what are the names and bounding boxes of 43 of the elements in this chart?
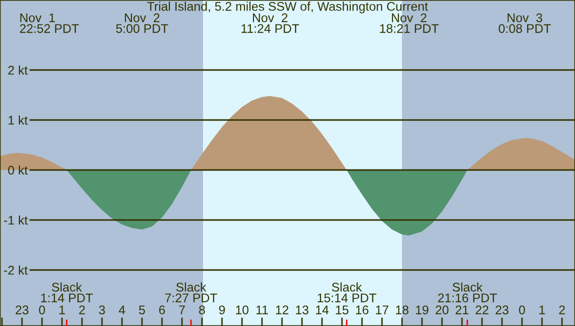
annotation: Slack 1:14 PDT bbox=[41, 282, 93, 302]
x-tick-label: 22 bbox=[476, 305, 488, 314]
annotation: Nov 2 11:24 PDT bbox=[242, 13, 300, 33]
annotation: Slack 15:14 PDT bbox=[318, 282, 376, 302]
annotation: Nov 1 22:52 PDT bbox=[20, 14, 79, 33]
x-tick-label: 18 bbox=[396, 305, 408, 314]
annotation: Slack 7:27 PDT bbox=[165, 282, 218, 302]
x-tick-label: 10 bbox=[236, 305, 248, 314]
x-tick-label: 14 bbox=[316, 306, 329, 314]
y-tick-label: 1 kt bbox=[8, 115, 28, 125]
x-tick-label: 23 bbox=[16, 305, 28, 314]
x-tick-label: 13 bbox=[296, 305, 308, 314]
x-tick-label: 19 bbox=[416, 305, 428, 314]
x-tick-label: 2 bbox=[559, 305, 565, 314]
x-tick-label: 9 bbox=[219, 305, 225, 314]
x-tick-label: 17 bbox=[376, 306, 388, 314]
annotation: Nov 2 18:21 PDT bbox=[380, 13, 439, 33]
x-tick-label: 1 bbox=[539, 306, 545, 314]
x-tick-label: 1 bbox=[59, 306, 65, 314]
y-tick-label: 2 kt bbox=[8, 65, 28, 75]
x-tick-label: 11 bbox=[256, 306, 268, 314]
x-tick-label: 20 bbox=[436, 305, 448, 314]
x-tick-label: 21 bbox=[456, 305, 468, 314]
x-tick-label: 4 bbox=[118, 306, 126, 314]
x-tick-label: 23 bbox=[496, 305, 508, 314]
x-tick-label: 5 bbox=[139, 306, 145, 314]
x-tick-label: 12 bbox=[276, 305, 288, 314]
x-tick-label: 0 bbox=[39, 305, 45, 314]
annotation: Nov 2 5:00 PDT bbox=[116, 13, 168, 33]
x-tick-label: 15 bbox=[336, 306, 348, 314]
annotation: Nov 3 0:08 PDT bbox=[498, 13, 551, 33]
y-tick-label: -2 kt bbox=[4, 265, 28, 275]
x-tick-label: 3 bbox=[99, 305, 105, 314]
x-tick-label: 8 bbox=[199, 305, 205, 314]
chart-title: Trial Island, 5.2 miles SSW of, Washington Current bbox=[147, 2, 428, 14]
x-tick-label: 2 bbox=[79, 305, 85, 314]
x-tick-label: 6 bbox=[159, 305, 165, 314]
y-tick-label: 0 kt bbox=[8, 165, 28, 175]
x-tick-label: 7 bbox=[179, 306, 185, 314]
annotation: Slack 21:16 PDT bbox=[438, 282, 497, 302]
x-tick-label: 0 bbox=[519, 305, 525, 314]
y-tick-label: -1 kt bbox=[4, 215, 28, 225]
x-tick-label: 16 bbox=[356, 305, 368, 314]
